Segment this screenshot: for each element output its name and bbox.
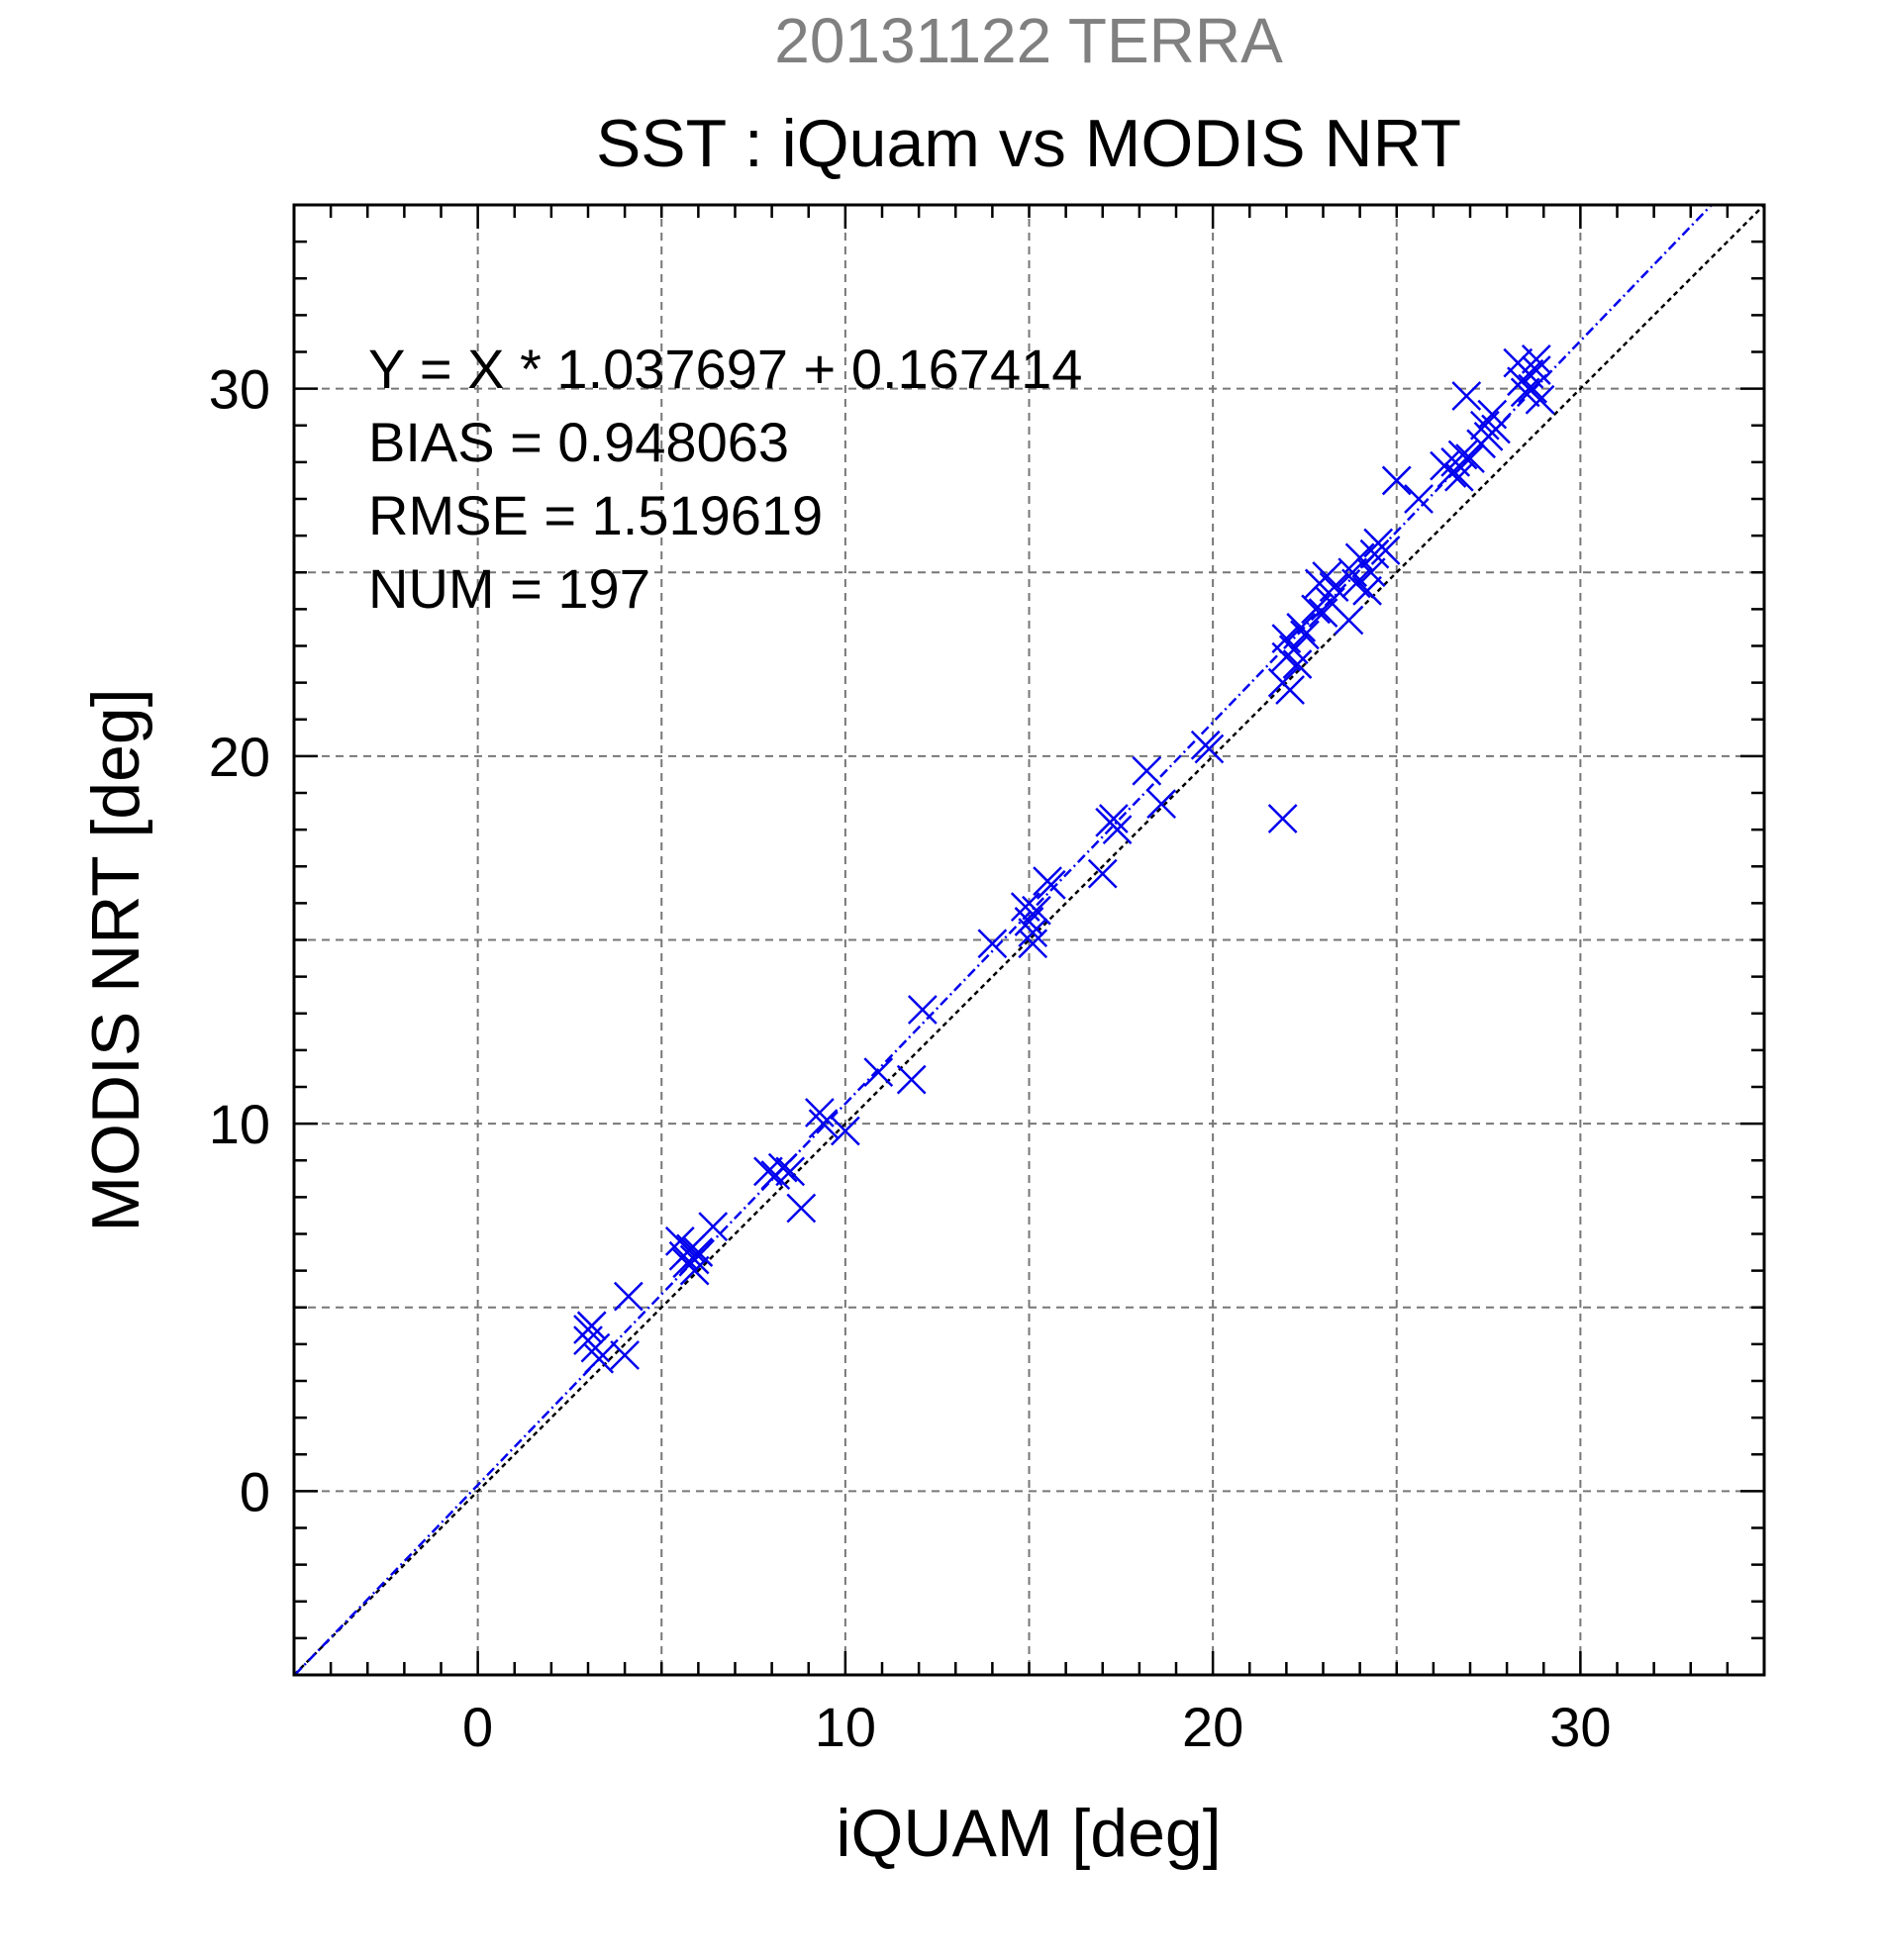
data-point [1099, 804, 1129, 833]
tick-labels: 0 0 10 10 20 20 30 30 [209, 358, 1612, 1758]
data-point [1521, 344, 1551, 374]
data-point [977, 929, 1008, 959]
data-point [1334, 605, 1364, 636]
reference-lines [293, 204, 1765, 1676]
data-point [679, 1244, 710, 1275]
y-tick-label: 0 [240, 1460, 270, 1522]
data-point [896, 1064, 927, 1095]
stats-rmse: RMSE = 1.519619 [368, 484, 823, 546]
data-point [1286, 613, 1317, 642]
data-point [613, 1281, 644, 1312]
y-tick-label: 20 [209, 726, 270, 788]
data-point [1510, 377, 1540, 408]
data-point [1436, 458, 1467, 488]
data-point [584, 1343, 615, 1374]
x-tick-label: 10 [815, 1696, 876, 1758]
x-tick-label: 20 [1182, 1696, 1243, 1758]
chart-title: SST : iQuam vs MODIS NRT [596, 106, 1461, 181]
chart-subtitle: 20131122 TERRA [774, 5, 1283, 76]
y-tick-label: 30 [209, 358, 270, 421]
data-point [679, 1255, 710, 1286]
data-point [805, 1098, 835, 1127]
data-point [1359, 539, 1390, 569]
data-point [698, 1212, 729, 1241]
data-point [1481, 414, 1511, 444]
data-point [683, 1237, 714, 1267]
data-point [1282, 649, 1313, 679]
data-point [786, 1193, 817, 1224]
x-axis-label: iQUAM [deg] [836, 1796, 1221, 1871]
data-point [1370, 536, 1401, 565]
x-tick-label: 0 [462, 1696, 493, 1758]
data-point [1275, 675, 1305, 705]
data-point [1267, 804, 1298, 833]
data-point [1451, 381, 1482, 411]
data-point [863, 1057, 894, 1088]
data-point [1301, 594, 1331, 625]
y-tick-label: 10 [209, 1093, 270, 1155]
plot-frame [292, 203, 1766, 1677]
y-axis-label: MODIS NRT [deg] [78, 688, 153, 1231]
data-point [1521, 355, 1551, 385]
data-point [830, 1116, 860, 1146]
data-point [1132, 755, 1162, 786]
data-point [1355, 557, 1386, 588]
data-point [580, 1332, 611, 1363]
data-point [1404, 484, 1434, 514]
data-point [1290, 620, 1320, 650]
data-points [573, 344, 1555, 1374]
data-point [1194, 734, 1225, 764]
fit-line [293, 204, 1713, 1676]
data-point [1087, 858, 1118, 889]
data-point [1381, 465, 1412, 496]
data-point [610, 1340, 641, 1370]
data-point [1352, 575, 1382, 606]
x-tick-label: 30 [1549, 1696, 1611, 1758]
data-point [1018, 929, 1048, 959]
stats-bias: BIAS = 0.948063 [368, 411, 789, 473]
data-point [1525, 384, 1555, 415]
data-point [1022, 895, 1051, 926]
data-point [907, 995, 938, 1025]
data-point [808, 1109, 839, 1139]
data-point [775, 1156, 806, 1187]
stats-num: NUM = 197 [368, 557, 650, 620]
data-point [1102, 815, 1133, 845]
data-point [1455, 443, 1485, 474]
stats-equation: Y = X * 1.037697 + 0.167414 [368, 338, 1082, 400]
identity-line [293, 204, 1765, 1676]
data-point [1146, 789, 1177, 820]
data-point [1447, 440, 1478, 470]
data-point [767, 1152, 798, 1183]
data-point [1036, 869, 1066, 900]
